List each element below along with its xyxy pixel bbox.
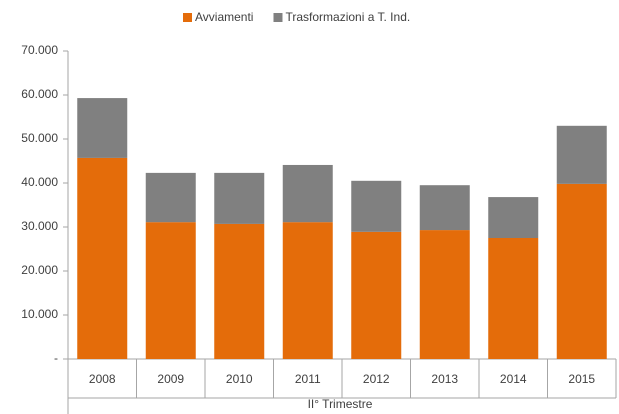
bar-segment	[419, 185, 470, 231]
bar-segment	[351, 180, 402, 232]
bar-segment	[282, 222, 333, 359]
y-tick-label: 30.000	[21, 219, 58, 233]
y-tick-label: 50.000	[21, 131, 58, 145]
x-axis-label: II° Trimestre	[308, 397, 373, 411]
bar-segment	[488, 197, 539, 238]
legend-label: Trasformazioni a T. Ind.	[285, 10, 410, 24]
bar-segment	[145, 222, 196, 359]
bar-segment	[556, 125, 607, 184]
bar-segment	[214, 172, 265, 224]
y-tick-label: 10.000	[21, 307, 58, 321]
bar-segment	[77, 157, 128, 359]
bar-segment	[214, 223, 265, 359]
x-tick-label: 2008	[89, 372, 116, 386]
x-tick-label: 2010	[226, 372, 253, 386]
y-tick-label: 70.000	[21, 43, 58, 57]
y-tick-label: 20.000	[21, 263, 58, 277]
y-tick-label: 60.000	[21, 87, 58, 101]
legend-label: Avviamenti	[195, 10, 253, 24]
x-tick-label: 2009	[157, 372, 184, 386]
bar-segment	[282, 164, 333, 223]
bar-segment	[488, 238, 539, 359]
x-tick-label: 2013	[431, 372, 458, 386]
x-tick-label: 2014	[500, 372, 527, 386]
x-tick-label: 2011	[295, 372, 321, 386]
y-tick-label: -	[54, 351, 58, 365]
bar-segment	[145, 172, 196, 223]
legend-swatch	[273, 13, 283, 22]
bar-segment	[556, 183, 607, 359]
bar-segment	[351, 231, 402, 359]
x-tick-label: 2015	[568, 372, 595, 386]
bar-segment	[77, 98, 128, 158]
bar-segment	[419, 230, 470, 359]
legend-swatch	[183, 13, 192, 22]
x-tick-label: 2012	[363, 372, 390, 386]
y-tick-label: 40.000	[21, 175, 58, 189]
